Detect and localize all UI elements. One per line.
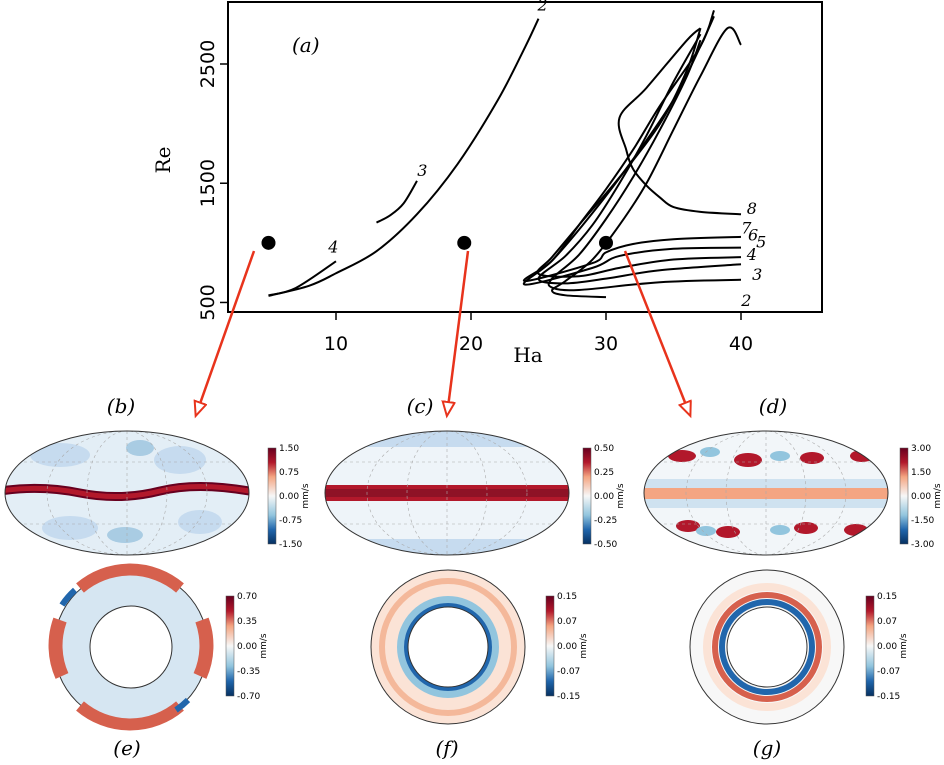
colorbar-tick: -3.00 bbox=[911, 540, 935, 550]
curve-label: 3 bbox=[417, 161, 427, 180]
colorbar-e bbox=[225, 595, 235, 697]
x-tick-label: 10 bbox=[324, 333, 348, 355]
colorbar-tick: 0.00 bbox=[911, 492, 931, 502]
y-tick-label: 1500 bbox=[197, 159, 219, 207]
colorbar-tick: 0.00 bbox=[237, 642, 257, 652]
state-markers bbox=[261, 235, 613, 250]
colorbar-unit: mm/s bbox=[899, 633, 909, 659]
colorbar-tick: -0.50 bbox=[594, 540, 618, 550]
colorbar-c bbox=[582, 447, 592, 545]
panel-label-c: (c) bbox=[407, 394, 434, 418]
curve-m3 bbox=[376, 180, 418, 224]
colorbar-unit: mm/s bbox=[933, 483, 943, 509]
curve-label: 2 bbox=[536, 0, 547, 14]
curve-label: 5 bbox=[756, 233, 766, 252]
axis-ticks: 10 20 30 40 500 1500 2500 bbox=[197, 40, 753, 355]
curves bbox=[268, 9, 742, 299]
curve-m3 bbox=[547, 39, 742, 292]
y-axis-label: Re bbox=[151, 147, 175, 174]
colorbar-tick: 0.15 bbox=[877, 592, 897, 602]
colorbar-unit: mm/s bbox=[301, 483, 311, 509]
arrows bbox=[196, 250, 690, 415]
panel-e-annulus bbox=[48, 563, 214, 731]
colorbar-tick: -0.35 bbox=[237, 667, 260, 677]
plot-frame bbox=[227, 1, 823, 313]
panel-label-e: (e) bbox=[113, 736, 140, 760]
colorbar-tick: 0.07 bbox=[877, 617, 897, 627]
colorbar-tick: 3.00 bbox=[911, 444, 931, 454]
arrow-to-c bbox=[447, 250, 470, 415]
curve-label: 4 bbox=[327, 237, 338, 256]
state-marker-d bbox=[599, 235, 613, 250]
colorbar-tick: -0.25 bbox=[594, 516, 617, 526]
panel-c-map bbox=[324, 430, 570, 556]
curve-label: 8 bbox=[747, 199, 757, 218]
colorbar-tick: -0.70 bbox=[237, 692, 261, 702]
panel-g-annulus bbox=[689, 569, 845, 725]
panel-b-map bbox=[4, 430, 250, 556]
colorbar-tick: 0.35 bbox=[237, 617, 257, 627]
x-tick-label: 30 bbox=[594, 333, 618, 355]
colorbar-tick: 0.75 bbox=[279, 468, 299, 478]
curve-m2 bbox=[550, 26, 742, 299]
colorbar-tick: 0.07 bbox=[557, 617, 577, 627]
colorbar-tick: 0.50 bbox=[594, 444, 614, 454]
arrow-to-d bbox=[623, 250, 690, 415]
colorbar-tick: -0.15 bbox=[877, 692, 900, 702]
colorbar-tick: -0.15 bbox=[557, 692, 580, 702]
arrow-to-b bbox=[196, 250, 256, 415]
colorbar-tick: -0.75 bbox=[279, 516, 302, 526]
colorbar-tick: 0.00 bbox=[594, 492, 614, 502]
x-axis-label: Ha bbox=[513, 343, 542, 367]
colorbars: 1.50 0.75 0.00 -0.75 -1.50 mm/s 0.50 0.25 0.00 -0… bbox=[225, 444, 943, 702]
curve-m4 bbox=[537, 33, 742, 285]
panel-f-annulus bbox=[370, 569, 526, 725]
curve-label: 4 bbox=[746, 245, 757, 264]
curve-m2 bbox=[268, 18, 540, 297]
colorbar-tick: -0.07 bbox=[877, 667, 900, 677]
colorbar-tick: 0.00 bbox=[557, 642, 577, 652]
curve-label: 3 bbox=[752, 265, 762, 284]
colorbar-unit: mm/s bbox=[579, 633, 589, 659]
panel-label-a: (a) bbox=[292, 33, 320, 57]
curve-label: 6 bbox=[748, 225, 758, 244]
colorbar-tick: 1.50 bbox=[911, 468, 931, 478]
x-tick-label: 40 bbox=[729, 333, 753, 355]
x-tick-label: 20 bbox=[459, 333, 483, 355]
colorbar-tick: 0.00 bbox=[877, 642, 897, 652]
colorbar-tick: -0.07 bbox=[557, 667, 580, 677]
y-tick-label: 2500 bbox=[197, 40, 219, 88]
colorbar-tick: 0.25 bbox=[594, 468, 614, 478]
curve-label: 2 bbox=[740, 291, 751, 310]
y-tick-label: 500 bbox=[197, 284, 219, 320]
panel-d-map bbox=[643, 430, 889, 556]
curve-label: 7 bbox=[741, 218, 752, 237]
panel-label-b: (b) bbox=[107, 394, 135, 418]
curve-m8 bbox=[617, 27, 742, 216]
colorbar-d bbox=[899, 447, 909, 545]
state-marker-b bbox=[261, 235, 276, 250]
colorbar-tick: 0.00 bbox=[279, 492, 299, 502]
panel-label-g: (g) bbox=[753, 736, 781, 760]
colorbar-tick: -1.50 bbox=[279, 540, 303, 550]
curve-m7 bbox=[522, 9, 742, 282]
colorbar-tick: 0.15 bbox=[557, 592, 577, 602]
panel-label-f: (f) bbox=[435, 736, 458, 760]
colorbar-b bbox=[267, 447, 277, 545]
colorbar-unit: mm/s bbox=[259, 633, 269, 659]
colorbar-tick: -1.50 bbox=[911, 516, 935, 526]
colorbar-tick: 1.50 bbox=[279, 444, 299, 454]
panel-label-d: (d) bbox=[759, 394, 787, 418]
curve-m4 bbox=[268, 260, 337, 297]
state-marker-c bbox=[457, 235, 472, 250]
colorbar-g bbox=[865, 595, 875, 697]
colorbar-tick: 0.70 bbox=[237, 592, 257, 602]
colorbar-unit: mm/s bbox=[616, 483, 626, 509]
colorbar-f bbox=[545, 595, 555, 697]
